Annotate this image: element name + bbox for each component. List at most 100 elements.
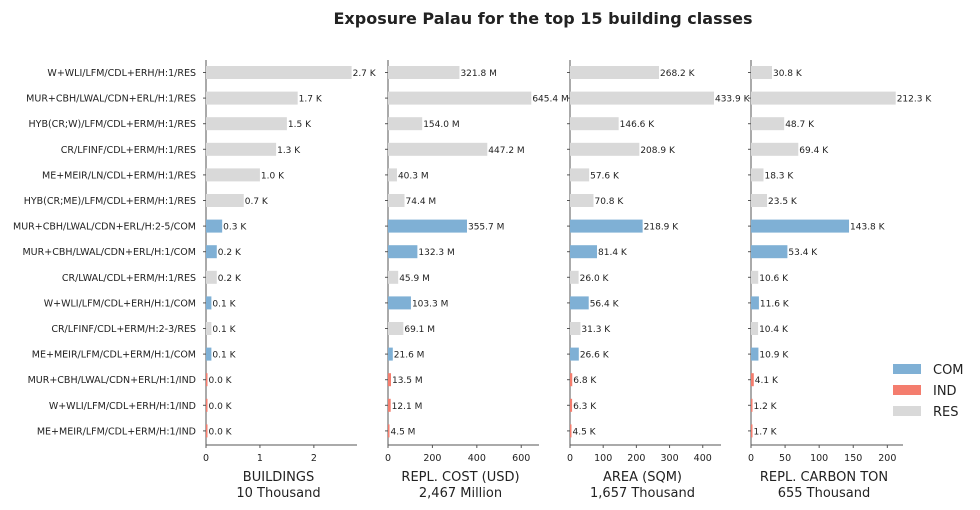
bar (751, 424, 753, 438)
x-tick-label: 200 (423, 453, 441, 464)
x-tick-label: 0 (567, 453, 573, 464)
bar (388, 66, 460, 79)
category-label: W+WLI/LFM/CDL+ERH/H:1/COM (44, 298, 196, 309)
bar (388, 424, 390, 438)
bar (206, 270, 217, 284)
value-label: 69.1 M (404, 325, 435, 335)
value-label: 53.4 K (788, 248, 818, 258)
bar (388, 296, 411, 310)
bar (751, 347, 759, 361)
bar (206, 245, 217, 259)
value-label: 0.2 K (218, 274, 242, 284)
bar (206, 117, 287, 131)
bar (388, 347, 393, 361)
bar (751, 296, 759, 310)
bar (751, 91, 896, 105)
bar (570, 194, 594, 207)
value-label: 18.3 K (764, 171, 794, 181)
category-label: ME+MEIR/LFM/CDL+ERM/H:1/IND (37, 426, 196, 437)
value-label: 1.3 K (277, 146, 301, 156)
bar (751, 398, 753, 412)
value-label: 81.4 K (598, 248, 628, 258)
bar (570, 373, 573, 387)
bar (206, 424, 208, 438)
bar (570, 66, 660, 79)
x-tick-label: 400 (468, 453, 486, 464)
category-label: W+WLI/LFM/CDL+ERH/H:1/IND (49, 401, 196, 412)
bar (570, 142, 640, 156)
legend-swatch (893, 406, 921, 416)
value-label: 1.2 K (754, 402, 778, 412)
value-label: 1.5 K (288, 120, 312, 130)
bar (206, 322, 212, 335)
bar (570, 91, 714, 105)
bar (388, 373, 391, 387)
bar (206, 398, 208, 412)
bar (570, 270, 579, 284)
x-axis-total: 2,467 Million (419, 486, 502, 501)
value-label: 0.1 K (212, 351, 236, 361)
bar (570, 424, 572, 438)
value-label: 10.9 K (759, 351, 789, 361)
x-tick-label: 0 (203, 453, 209, 464)
value-label: 208.9 K (640, 146, 676, 156)
bar (751, 66, 772, 79)
value-label: 0.0 K (209, 402, 233, 412)
bar (570, 168, 590, 182)
bar (206, 194, 244, 207)
value-label: 6.8 K (573, 376, 597, 386)
value-label: 26.0 K (580, 274, 610, 284)
category-label: CR/LWAL/CDL+ERM/H:1/RES (62, 273, 196, 284)
bar (570, 398, 573, 412)
value-label: 4.5 M (391, 427, 416, 437)
value-label: 48.7 K (785, 120, 815, 130)
bar (388, 322, 404, 335)
category-label: MUR+CBH/LWAL/CDN+ERL/H:1/IND (28, 375, 196, 386)
value-label: 1.7 K (754, 427, 778, 437)
bar (570, 219, 643, 233)
bar (751, 322, 759, 335)
value-label: 645.4 M (532, 95, 568, 105)
x-tick-label: 400 (694, 453, 712, 464)
value-label: 45.9 M (399, 274, 430, 284)
bar (751, 373, 754, 387)
bar (388, 168, 397, 182)
value-label: 447.2 M (488, 146, 524, 156)
legend-label: COM (933, 363, 964, 378)
value-label: 212.3 K (897, 95, 933, 105)
value-label: 0.0 K (209, 427, 233, 437)
legend-swatch (893, 364, 921, 374)
x-axis-total: 655 Thousand (778, 486, 871, 501)
bar (388, 117, 423, 131)
value-label: 1.7 K (299, 95, 323, 105)
value-label: 0.0 K (209, 376, 233, 386)
bar (206, 347, 212, 361)
bar (570, 117, 619, 131)
bar (206, 373, 208, 387)
value-label: 12.1 M (392, 402, 423, 412)
value-label: 268.2 K (660, 69, 696, 79)
value-label: 355.7 M (468, 223, 504, 233)
bar (570, 296, 589, 310)
x-axis-total: 1,657 Thousand (590, 486, 695, 501)
x-tick-label: 0 (385, 453, 391, 464)
category-label: W+WLI/LFM/CDL+ERH/H:1/RES (47, 68, 196, 79)
x-tick-label: 0 (748, 453, 754, 464)
value-label: 132.3 M (418, 248, 454, 258)
value-label: 26.6 K (580, 351, 610, 361)
x-axis-label: BUILDINGS (243, 470, 314, 485)
value-label: 4.1 K (755, 376, 779, 386)
category-label: MUR+CBH/LWAL/CDN+ERL/H:1/RES (26, 94, 196, 105)
value-label: 21.6 M (394, 351, 425, 361)
x-tick-label: 200 (627, 453, 645, 464)
value-label: 154.0 M (423, 120, 459, 130)
bar (388, 219, 467, 233)
x-tick-label: 600 (512, 453, 530, 464)
value-label: 10.6 K (759, 274, 789, 284)
bar (388, 245, 418, 259)
category-label: CR/LFINF/CDL+ERM/H:1/RES (61, 145, 196, 156)
value-label: 103.3 M (412, 299, 448, 309)
legend-label: IND (933, 384, 957, 399)
value-label: 0.3 K (223, 223, 247, 233)
